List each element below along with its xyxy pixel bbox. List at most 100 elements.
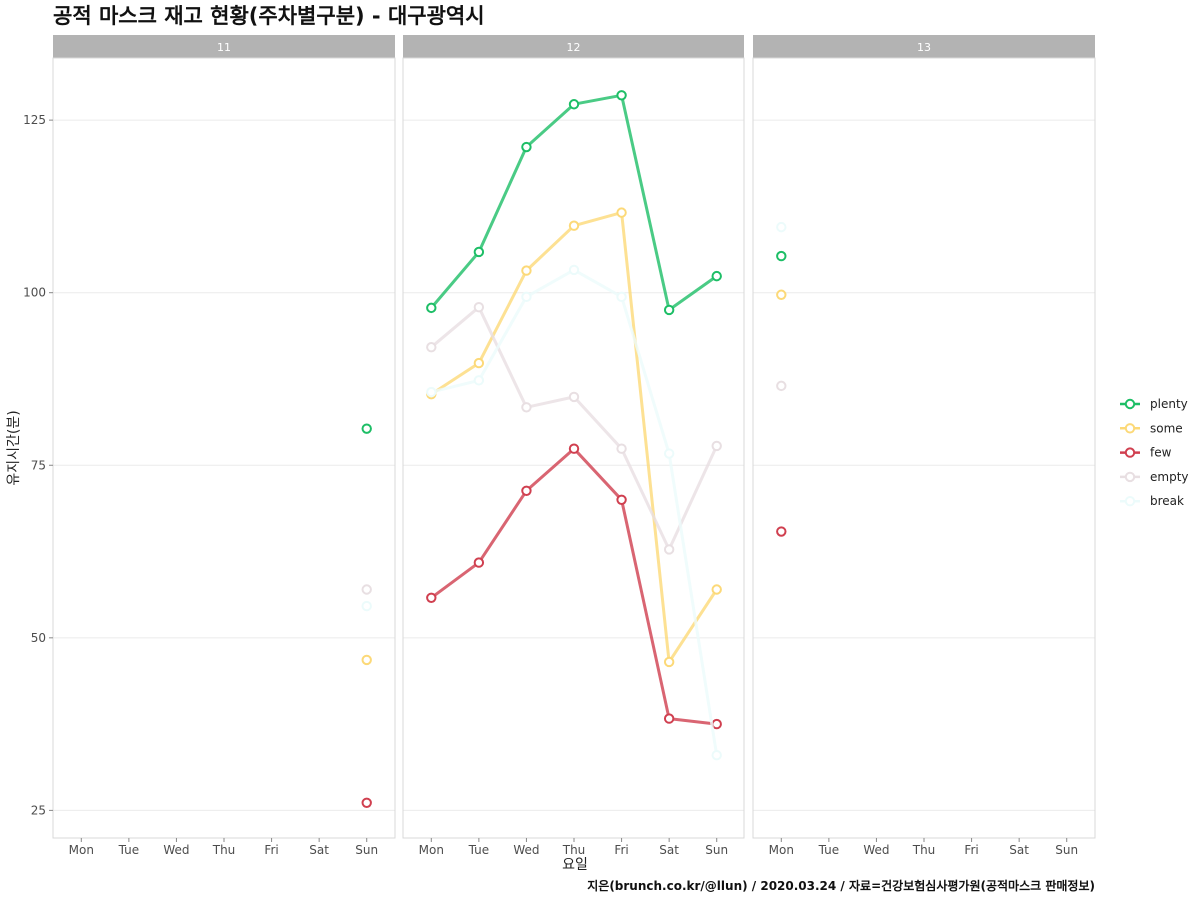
- legend-label: break: [1150, 494, 1184, 508]
- series-line-plenty: [430, 93, 718, 312]
- x-tick-label: Tue: [118, 843, 140, 857]
- series-line-break: [430, 268, 719, 756]
- legend-key-point: [1124, 398, 1136, 410]
- data-point-break: [521, 291, 532, 303]
- x-tick-label: Sat: [309, 843, 329, 857]
- data-point-plenty: [473, 246, 485, 258]
- data-point-break: [663, 448, 675, 459]
- data-point-some: [711, 584, 722, 595]
- data-point-few: [663, 713, 675, 724]
- data-point-few: [426, 592, 437, 603]
- x-tick-label: Sat: [659, 843, 679, 857]
- y-tick-label: 75: [31, 458, 46, 472]
- legend-label: few: [1150, 446, 1172, 460]
- x-tick-label: Mon: [419, 843, 444, 857]
- data-point-break: [616, 291, 627, 303]
- data-point-empty: [616, 443, 627, 454]
- x-tick-label: Mon: [769, 843, 794, 857]
- data-point-some: [776, 289, 787, 300]
- data-point-plenty: [361, 423, 372, 434]
- facet-strip-label: 13: [917, 41, 931, 54]
- x-tick-label: Sun: [1055, 843, 1078, 857]
- data-point-plenty: [426, 302, 437, 314]
- x-tick-label: Fri: [264, 843, 278, 857]
- data-point-few: [616, 494, 627, 505]
- data-point-plenty: [776, 250, 787, 262]
- data-point-break: [711, 749, 722, 761]
- x-tick-label: Wed: [163, 843, 189, 857]
- x-tick-label: Thu: [562, 843, 586, 857]
- data-point-empty: [521, 402, 532, 413]
- legend-item-few: few: [1120, 446, 1172, 460]
- data-point-some: [521, 265, 532, 276]
- legend: plenty some few empty break: [1120, 397, 1189, 508]
- data-point-break: [426, 386, 437, 398]
- x-tick-label: Fri: [964, 843, 978, 857]
- caption: 지은(brunch.co.kr/@llun) / 2020.03.24 / 자료…: [587, 878, 1095, 893]
- facet-strip: [53, 35, 395, 58]
- data-point-empty: [473, 301, 485, 313]
- data-point-break: [568, 264, 580, 276]
- y-tick-label: 25: [31, 803, 46, 817]
- data-point-few: [568, 443, 580, 454]
- panel-border: [52, 57, 396, 839]
- x-tick-label: Tue: [468, 843, 490, 857]
- y-axis: 25 50 75 100 125: [23, 113, 53, 817]
- y-tick-label: 50: [31, 631, 46, 645]
- facet-panel-12: 12 Mon Tue Wed Thu Fri Sat Sun: [402, 35, 745, 857]
- x-tick-label: Wed: [513, 843, 539, 857]
- x-tick-label: Fri: [614, 843, 628, 857]
- series-line-some: [430, 211, 718, 664]
- x-tick-label: Sun: [355, 843, 378, 857]
- facet-panel-11: 11 Mon Tue Wed Thu Fri Sat Sun: [52, 35, 396, 857]
- x-tick-label: Sat: [1009, 843, 1029, 857]
- series-line-empty: [430, 305, 719, 551]
- data-point-empty: [426, 342, 437, 353]
- x-tick-label: Mon: [69, 843, 94, 857]
- legend-item-some: some: [1120, 421, 1183, 435]
- x-tick-label: Sun: [705, 843, 728, 857]
- legend-key-point: [1124, 423, 1136, 434]
- data-point-few: [473, 557, 485, 568]
- legend-label: some: [1150, 421, 1183, 435]
- data-point-few: [711, 718, 722, 730]
- legend-item-plenty: plenty: [1120, 397, 1188, 411]
- data-point-some: [473, 357, 485, 369]
- data-point-empty: [711, 440, 722, 452]
- data-point-plenty: [568, 99, 580, 110]
- data-point-some: [361, 654, 372, 666]
- chart-title: 공적 마스크 재고 현황(주차별구분) - 대구광역시: [53, 4, 485, 28]
- data-point-some: [663, 656, 675, 668]
- data-point-empty: [663, 544, 675, 555]
- data-point-few: [361, 797, 372, 808]
- panel-border: [752, 57, 1096, 839]
- data-point-empty: [776, 380, 787, 392]
- facet-panel-13: 13 Mon Tue Wed Thu Fri Sat Sun: [752, 35, 1096, 857]
- data-point-plenty: [616, 90, 627, 101]
- data-point-break: [473, 375, 485, 386]
- data-point-empty: [361, 584, 372, 595]
- data-point-break: [361, 600, 372, 612]
- data-point-plenty: [521, 141, 532, 153]
- facet-panels: 11 Mon Tue Wed Thu Fri Sat Sun 12 Mon Tue Wed Thu Fri…: [52, 35, 1096, 857]
- panel-border: [402, 57, 745, 839]
- x-tick-label: Tue: [818, 843, 840, 857]
- data-point-some: [568, 220, 580, 231]
- facet-strip: [753, 35, 1095, 58]
- legend-item-empty: empty: [1120, 470, 1189, 484]
- data-point-some: [616, 207, 627, 218]
- data-point-few: [521, 485, 532, 496]
- data-point-plenty: [663, 304, 675, 316]
- legend-item-break: break: [1120, 494, 1184, 508]
- data-point-break: [776, 221, 787, 233]
- x-tick-label: Thu: [212, 843, 236, 857]
- legend-label: empty: [1150, 470, 1189, 484]
- y-axis-title: 유지시간(분): [6, 410, 22, 485]
- facet-strip-label: 12: [567, 41, 581, 54]
- facet-strip-label: 11: [217, 41, 231, 54]
- legend-label: plenty: [1150, 397, 1188, 411]
- facet-strip: [403, 35, 744, 58]
- y-tick-label: 125: [23, 113, 46, 127]
- x-tick-label: Thu: [912, 843, 936, 857]
